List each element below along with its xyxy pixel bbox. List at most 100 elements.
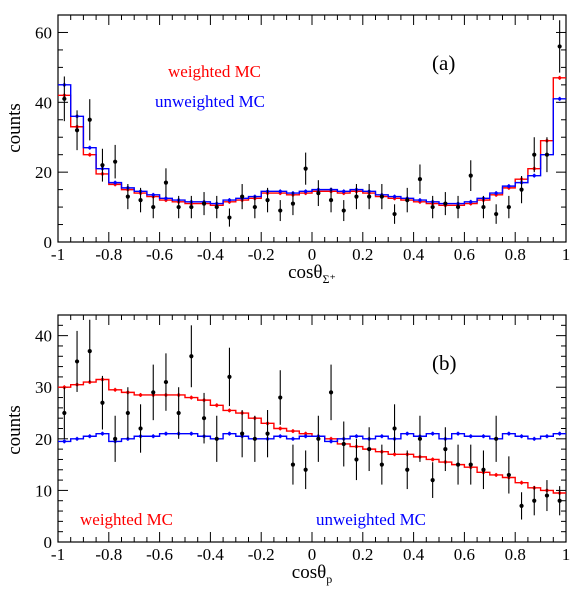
panel-a-unweighted-mc-bin-point bbox=[164, 196, 168, 200]
panel-a-unweighted-mc-bin-point bbox=[151, 193, 155, 197]
panel-a-data-point bbox=[519, 187, 524, 192]
panel-a-data-point bbox=[189, 204, 194, 210]
panel-a-unweighted-mc-bin-point bbox=[532, 174, 536, 178]
panel-b-x-tick-label: -0.8 bbox=[95, 545, 122, 564]
panel-b-x-tick-label: -1 bbox=[51, 545, 65, 564]
panel-b-data-point bbox=[557, 498, 562, 503]
panel-a-label: (a) bbox=[432, 51, 455, 75]
panel-a-data-point bbox=[201, 201, 207, 206]
panel-b-unweighted-mc-bin-point bbox=[532, 437, 536, 441]
panel-a-data-point bbox=[481, 204, 486, 210]
panel-b-unweighted-mc-bin-point bbox=[545, 434, 549, 438]
panel-b-data-point bbox=[532, 498, 537, 503]
panel-b-data-point bbox=[519, 503, 524, 508]
panel-b-data-point bbox=[354, 457, 359, 462]
panel-b-data-point bbox=[240, 431, 245, 436]
panel-a-x-axis-label-sub: Σ⁺ bbox=[323, 272, 336, 286]
panel-b-x-axis-label: cosθp bbox=[292, 562, 332, 586]
panel-a-unweighted-mc-bin-point bbox=[88, 146, 92, 150]
panel-a-unweighted-mc-bin-point bbox=[278, 189, 282, 193]
panel-a-data-point bbox=[176, 204, 181, 210]
panel-b-data-point bbox=[430, 477, 435, 483]
panel-b-weighted-mc-bin-point bbox=[189, 395, 193, 400]
panel-a-data-point bbox=[367, 194, 372, 199]
panel-b-x-tick-label: 0 bbox=[308, 545, 317, 564]
panel-b-unweighted-mc-bin-point bbox=[189, 432, 193, 436]
panel-a-unweighted-mc-histogram bbox=[58, 84, 566, 205]
panel-b-x-tick-label: -0.6 bbox=[146, 545, 173, 564]
panel-b-unweighted-mc-bin-point bbox=[291, 437, 295, 441]
panel-b-y-tick-label: 0 bbox=[44, 533, 53, 552]
panel-a-data-point bbox=[62, 96, 67, 101]
panel-b-unweighted-mc-bin-point bbox=[278, 434, 282, 438]
panel-b-unweighted-mc-bin-point bbox=[164, 432, 168, 436]
panel-a-data-point bbox=[443, 201, 448, 206]
panel-b: -1 -0.8 -0.6 -0.4 -0.2 0 0.2 0.4 0.6 0.8 101020304… bbox=[4, 314, 571, 586]
panel-b-weighted-mc-bin-point bbox=[494, 473, 498, 477]
panel-b-data-point bbox=[455, 462, 461, 467]
panel-a-data-point bbox=[240, 194, 245, 199]
panel-a-data-point bbox=[316, 191, 321, 196]
panel-a-data-point bbox=[290, 201, 296, 206]
panel-b-data-point bbox=[113, 436, 118, 441]
panel-b-unweighted-mc-bin-point bbox=[329, 439, 333, 443]
panel-b-x-tick-label: 0.8 bbox=[505, 545, 526, 564]
panel-a-y-tick-label: 20 bbox=[35, 163, 52, 182]
panel-a-y-tick-label: 40 bbox=[35, 93, 52, 112]
panel-a-data-point bbox=[455, 204, 461, 210]
panel-b-data-point bbox=[278, 395, 283, 400]
panel-a-y-axis-label: counts bbox=[4, 103, 25, 153]
panel-b-data-point bbox=[74, 359, 80, 364]
panel-a-data-point bbox=[214, 204, 219, 210]
panel-a-data-point bbox=[151, 204, 156, 210]
panel-b-x-tick-label: 1 bbox=[562, 545, 571, 564]
panel-b-data-point bbox=[328, 390, 334, 395]
panel-a-x-tick-label: 0.2 bbox=[352, 245, 373, 264]
panel-a-unweighted-mc-bin-point bbox=[507, 184, 511, 188]
panel-a-unweighted-mc-bin-point bbox=[558, 97, 562, 101]
panel-a-unweighted-mc-bin-point bbox=[342, 189, 346, 193]
panel-b-unweighted-mc-bin-point bbox=[469, 434, 473, 438]
panel-a-x-tick-label: 0.8 bbox=[505, 245, 526, 264]
panel-a-x-tick-label: -0.6 bbox=[146, 245, 173, 264]
panel-b-unweighted-mc-bin-point bbox=[431, 432, 435, 436]
panel-b-unweighted-mc-bin-point bbox=[88, 434, 92, 438]
panel-b-weighted-mc-bin-point bbox=[431, 457, 435, 462]
panel-a-x-tick-label: 0.4 bbox=[403, 245, 425, 264]
panel-a-x-tick-label: -0.2 bbox=[248, 245, 275, 264]
panel-b-unweighted-mc-bin-point bbox=[100, 432, 105, 436]
panel-a-data-point bbox=[392, 211, 397, 217]
panel-b-x-axis-label-sub: p bbox=[326, 572, 332, 586]
panel-b-data-point bbox=[494, 436, 499, 441]
panel-b-data-point bbox=[392, 426, 397, 431]
panel-a-weighted-mc-bin-point bbox=[88, 153, 92, 157]
panel-a-data-point bbox=[405, 197, 410, 203]
panel-b-data-point bbox=[544, 493, 550, 498]
panel-a-data-point bbox=[506, 204, 511, 210]
panel-b-unweighted-mc-bin-point bbox=[227, 432, 232, 436]
panel-b-weighted-mc-bin-point bbox=[392, 452, 397, 456]
panel-b-data-point bbox=[379, 462, 384, 467]
panel-a-y-tick-label: 0 bbox=[44, 233, 53, 252]
panel-a-legend-weighted: weighted MC bbox=[168, 62, 261, 81]
panel-b-legend-weighted: weighted MC bbox=[80, 510, 173, 529]
panel-a-data-point bbox=[494, 211, 499, 217]
panel-b-frame bbox=[57, 314, 567, 543]
panel-a-data-point bbox=[544, 152, 550, 157]
panel-b-unweighted-mc-bin-point bbox=[151, 434, 155, 438]
panel-b-data-point bbox=[506, 472, 511, 478]
panel-a-data-point bbox=[113, 159, 118, 164]
panel-b-weighted-mc-bin-point bbox=[227, 408, 232, 413]
panel-a-data-point bbox=[417, 177, 423, 182]
panel-b-unweighted-mc-bin-point bbox=[456, 432, 460, 436]
panel-a-data-point bbox=[265, 197, 270, 203]
panel-a-data-point bbox=[278, 208, 283, 213]
panel-b-data-point bbox=[62, 410, 67, 416]
panel-a-data-point bbox=[87, 117, 92, 122]
panel-a-data-point bbox=[125, 194, 130, 199]
panel-b-data-point bbox=[405, 467, 410, 472]
panel-b-y-tick-label: 10 bbox=[35, 481, 52, 500]
panel-b-x-axis-label-main: cosθ bbox=[292, 562, 326, 583]
panel-a-data-point bbox=[557, 44, 562, 49]
panel-b-data-point bbox=[163, 379, 169, 385]
